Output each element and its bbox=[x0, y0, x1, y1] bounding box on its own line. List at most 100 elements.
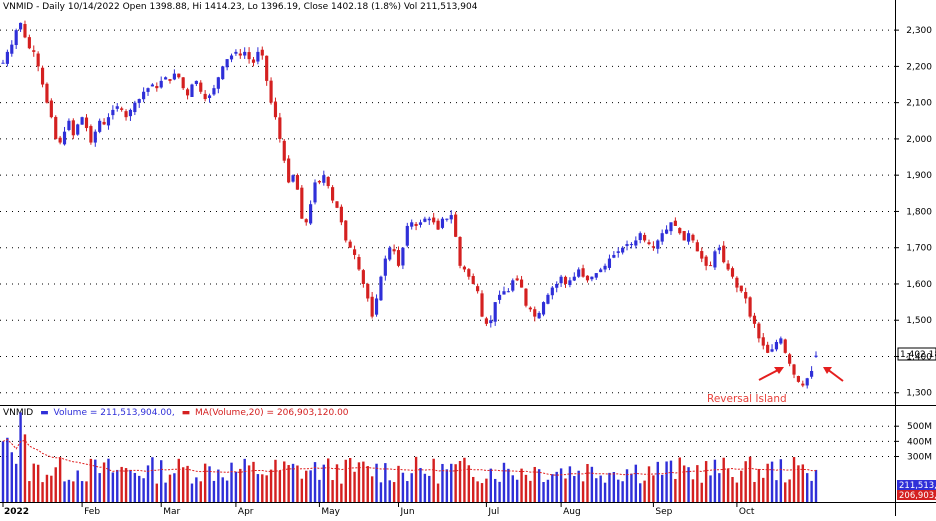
left-arrow-head bbox=[774, 367, 784, 374]
candle-body bbox=[243, 51, 247, 56]
candle-body bbox=[295, 175, 300, 190]
candle-body bbox=[524, 288, 528, 306]
candle-body bbox=[774, 341, 779, 350]
candle-body bbox=[247, 52, 251, 60]
candle-body bbox=[695, 242, 699, 252]
candle-body bbox=[71, 120, 75, 136]
candle-body bbox=[783, 339, 787, 353]
price-tick-label: 1,300 bbox=[906, 389, 932, 399]
last-price-box bbox=[897, 347, 936, 361]
candle-body bbox=[225, 59, 229, 68]
candle-body bbox=[159, 80, 163, 88]
volume-tick-label: 400M bbox=[907, 437, 932, 447]
candle-body bbox=[18, 22, 23, 30]
candle-body bbox=[313, 182, 317, 203]
candle-body bbox=[533, 309, 537, 317]
candle-body bbox=[370, 296, 374, 317]
candle-body bbox=[49, 100, 53, 118]
candle-body bbox=[458, 236, 462, 266]
x-tick-label: Jun bbox=[400, 507, 415, 516]
price-tick-label: 2,300 bbox=[906, 26, 932, 36]
x-tick-label: May bbox=[321, 507, 340, 516]
volume-legend-symbol: VNMID bbox=[3, 408, 33, 418]
candle-body bbox=[651, 246, 655, 248]
candle-body bbox=[357, 257, 361, 270]
candle-body bbox=[752, 315, 757, 324]
candle-body bbox=[155, 86, 159, 89]
candle-body bbox=[599, 269, 603, 273]
candle-body bbox=[309, 204, 313, 224]
candle-body bbox=[418, 222, 423, 225]
candle-body bbox=[462, 266, 467, 270]
price-tick-label: 2,100 bbox=[906, 99, 932, 109]
candle-body bbox=[304, 219, 308, 223]
candle-body bbox=[555, 283, 559, 288]
candle-body bbox=[366, 283, 370, 299]
candle-body bbox=[40, 67, 45, 85]
candle-body bbox=[801, 383, 805, 386]
candle-body bbox=[374, 298, 379, 315]
candle-body bbox=[498, 294, 502, 300]
candle-body bbox=[5, 51, 9, 64]
x-tick-label: 2022 bbox=[4, 507, 29, 516]
x-tick-labels: 2022 Feb Mar Apr May Jun Jul Aug Sep Oct bbox=[2, 502, 755, 517]
candle-body bbox=[168, 79, 172, 81]
right-arrow-shaft bbox=[826, 368, 844, 382]
x-tick-label: Aug bbox=[563, 507, 581, 516]
y-tick-labels: 1,300 1,400 1,500 1,600 1,700 1,800 1,900 2,000… bbox=[906, 26, 932, 399]
price-tick-label: 1,600 bbox=[906, 280, 932, 290]
candle-body bbox=[273, 101, 278, 118]
candle-body bbox=[647, 242, 651, 245]
candle-body bbox=[581, 268, 585, 277]
candle-body bbox=[603, 265, 607, 270]
last-ma-box bbox=[897, 490, 936, 500]
candle-body bbox=[396, 250, 401, 266]
candle-body bbox=[519, 279, 524, 288]
candle-body bbox=[23, 24, 27, 38]
x-tick-label: Feb bbox=[84, 507, 100, 516]
candle-body bbox=[537, 312, 541, 319]
volume-legend-marker-ma: ▬ bbox=[182, 408, 191, 418]
candle-body bbox=[190, 84, 194, 97]
candle-body bbox=[669, 222, 673, 232]
price-tick-label: 2,200 bbox=[906, 62, 932, 72]
candle-body bbox=[691, 234, 695, 241]
candle-body bbox=[1, 62, 5, 64]
candle-body bbox=[471, 276, 475, 284]
candle-body bbox=[80, 117, 84, 125]
candle-body bbox=[739, 285, 743, 292]
candle-body bbox=[287, 158, 291, 183]
candle-body bbox=[493, 302, 497, 322]
grid-layer bbox=[0, 29, 899, 394]
candle-body bbox=[32, 50, 36, 52]
candle-body bbox=[621, 247, 625, 253]
candle-body bbox=[326, 176, 330, 187]
volume-tick-label: 500M bbox=[907, 422, 932, 432]
candle-body bbox=[300, 187, 304, 219]
candle-body bbox=[89, 126, 93, 143]
candle-body bbox=[234, 51, 238, 54]
candle-body bbox=[449, 215, 453, 220]
candle-body bbox=[713, 251, 717, 268]
candle-body bbox=[779, 338, 783, 344]
candle-body bbox=[550, 287, 554, 296]
candle-body bbox=[467, 269, 471, 277]
candle-body bbox=[335, 201, 339, 208]
candle-body bbox=[120, 108, 124, 110]
candle-body bbox=[212, 88, 216, 95]
candle-body bbox=[322, 175, 326, 183]
candle-body bbox=[700, 251, 704, 259]
candle-body bbox=[423, 218, 427, 222]
candle-body bbox=[440, 218, 445, 228]
candle-body bbox=[177, 73, 181, 78]
x-tick-label: Sep bbox=[655, 507, 672, 516]
candle-body bbox=[717, 247, 721, 251]
candle-body bbox=[656, 240, 660, 249]
price-tick-label: 1,900 bbox=[906, 171, 932, 181]
x-tick-label: Mar bbox=[163, 507, 180, 516]
candle-body bbox=[506, 291, 510, 293]
volume-ma-line bbox=[2, 438, 816, 476]
candle-body bbox=[673, 220, 677, 226]
